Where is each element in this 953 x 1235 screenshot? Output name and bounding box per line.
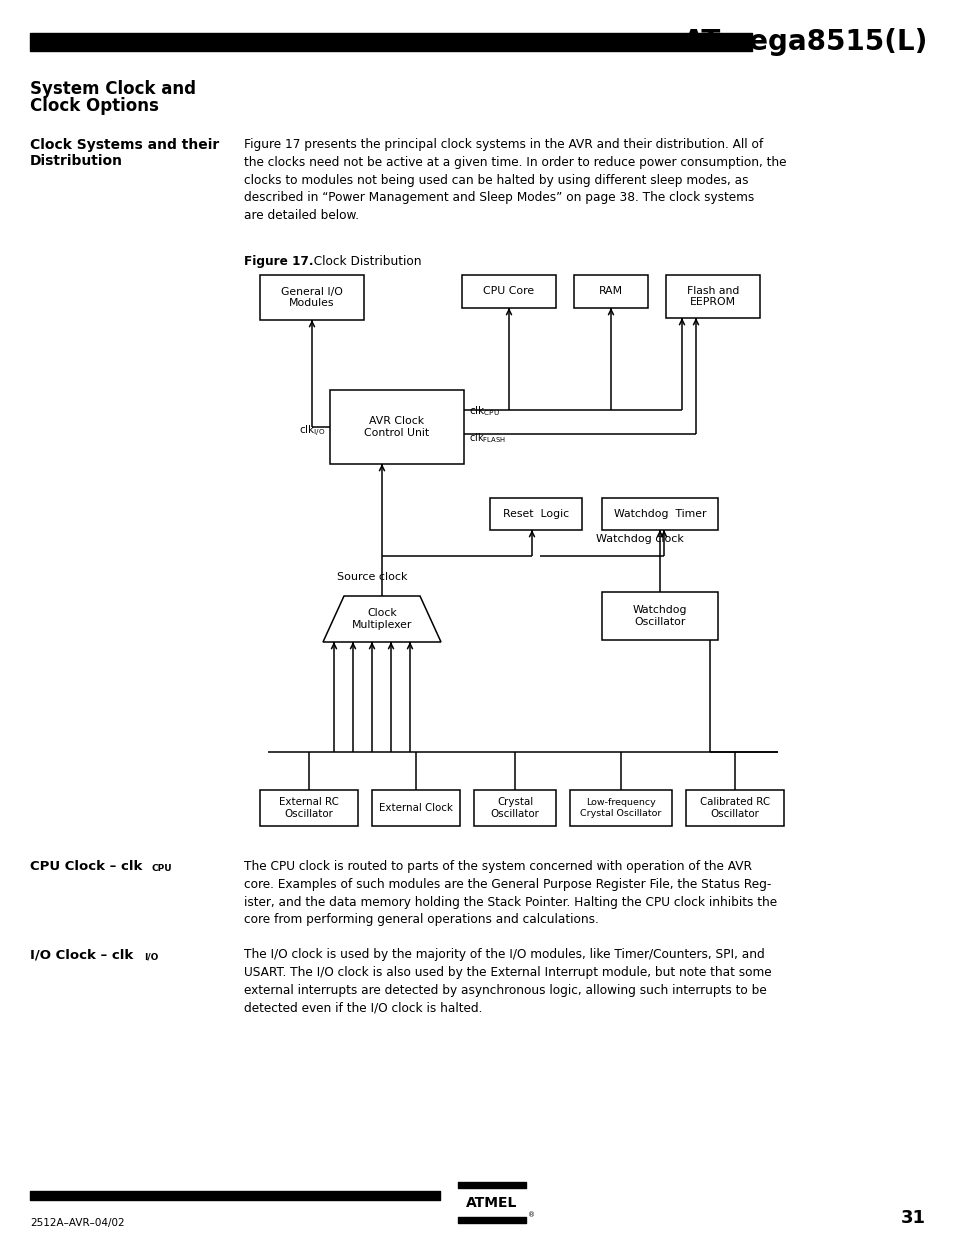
Text: Watchdog
Oscillator: Watchdog Oscillator [632, 605, 686, 627]
Text: General I/O
Modules: General I/O Modules [281, 287, 342, 309]
Bar [490, 498, 581, 530]
Bar [601, 498, 718, 530]
Text: Clock Distribution: Clock Distribution [306, 254, 421, 268]
Bar [330, 390, 463, 464]
Text: clk$_{\mathsf{I/O}}$: clk$_{\mathsf{I/O}}$ [299, 424, 326, 438]
Text: Clock
Multiplexer: Clock Multiplexer [352, 608, 412, 630]
Bar [260, 790, 357, 826]
Text: I/O Clock – clk: I/O Clock – clk [30, 948, 133, 961]
Bar [601, 592, 718, 640]
Text: Low-frequency
Crystal Oscillator: Low-frequency Crystal Oscillator [579, 798, 661, 818]
Text: System Clock and: System Clock and [30, 80, 195, 98]
Bar [569, 790, 671, 826]
Text: CPU Clock – clk: CPU Clock – clk [30, 860, 142, 873]
Text: 2512A–AVR–04/02: 2512A–AVR–04/02 [30, 1218, 125, 1228]
Text: Source clock: Source clock [336, 572, 407, 582]
Text: External RC
Oscillator: External RC Oscillator [279, 798, 338, 819]
Text: Watchdog  Timer: Watchdog Timer [613, 509, 705, 519]
Text: Distribution: Distribution [30, 154, 123, 168]
Text: The CPU clock is routed to parts of the system concerned with operation of the A: The CPU clock is routed to parts of the … [244, 860, 777, 926]
Text: ATMEL: ATMEL [466, 1195, 517, 1210]
Text: Figure 17 presents the principal clock systems in the AVR and their distribution: Figure 17 presents the principal clock s… [244, 138, 785, 222]
Bar [260, 275, 364, 320]
Text: Watchdog clock: Watchdog clock [596, 534, 683, 543]
Text: External Clock: External Clock [378, 803, 453, 813]
Bar [574, 275, 647, 308]
Text: clk$_{\mathsf{CPU}}$: clk$_{\mathsf{CPU}}$ [469, 404, 499, 417]
Text: ®: ® [527, 1212, 535, 1218]
Bar [461, 275, 556, 308]
Text: Reset  Logic: Reset Logic [502, 509, 569, 519]
Text: clk$_{\mathsf{FLASH}}$: clk$_{\mathsf{FLASH}}$ [469, 431, 505, 445]
Text: CPU Core: CPU Core [483, 287, 534, 296]
Bar [665, 275, 760, 317]
Bar [685, 790, 783, 826]
Text: The I/O clock is used by the majority of the I/O modules, like Timer/Counters, S: The I/O clock is used by the majority of… [244, 948, 771, 1014]
Text: Clock Options: Clock Options [30, 98, 159, 115]
Polygon shape [323, 597, 440, 642]
Text: AVR Clock
Control Unit: AVR Clock Control Unit [364, 416, 429, 437]
Text: Figure 17.: Figure 17. [244, 254, 314, 268]
Text: 31: 31 [900, 1209, 925, 1228]
Text: RAM: RAM [598, 287, 622, 296]
Text: Crystal
Oscillator: Crystal Oscillator [490, 798, 538, 819]
Text: Flash and
EEPROM: Flash and EEPROM [686, 285, 739, 308]
Bar [474, 790, 556, 826]
Text: Calibrated RC
Oscillator: Calibrated RC Oscillator [700, 798, 769, 819]
Text: I/O: I/O [144, 952, 158, 961]
Text: ATmega8515(L): ATmega8515(L) [682, 28, 927, 56]
Text: CPU: CPU [152, 864, 172, 873]
Text: Clock Systems and their: Clock Systems and their [30, 138, 219, 152]
Bar [372, 790, 459, 826]
